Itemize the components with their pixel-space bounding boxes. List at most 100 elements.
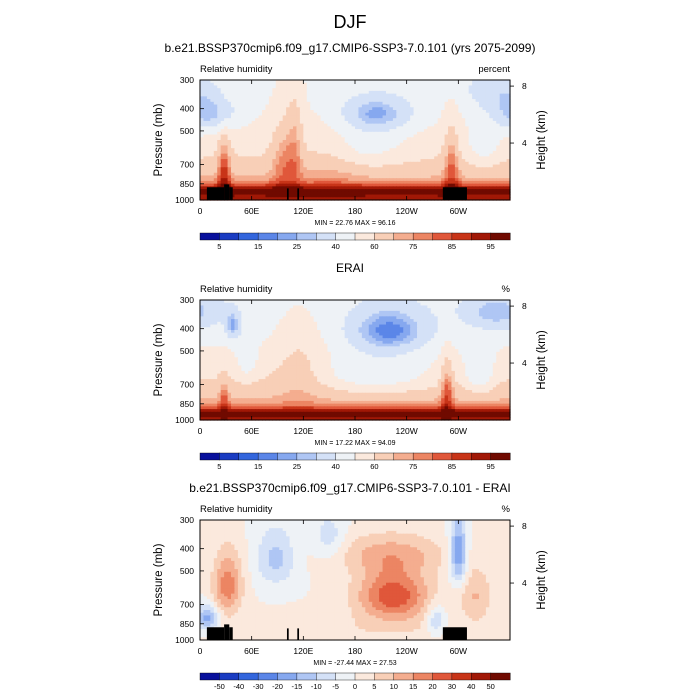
contour-cell [279, 93, 284, 97]
contour-cell [268, 110, 273, 114]
contour-cell [341, 88, 346, 92]
contour-cell [241, 126, 246, 130]
contour-cell [375, 126, 380, 130]
contour-cell [227, 137, 232, 141]
contour-cell [320, 175, 325, 179]
contour-cell [379, 93, 384, 97]
contour-cell [482, 93, 487, 97]
contour-cell [334, 159, 339, 163]
contour-cell [324, 167, 329, 171]
contour-cell [444, 115, 449, 119]
contour-cell [399, 180, 404, 185]
contour-cell [368, 302, 373, 307]
contour-cell [496, 129, 501, 133]
contour-cell [389, 82, 394, 87]
contour-cell [248, 180, 253, 185]
contour-cell [423, 82, 428, 87]
contour-cell [441, 134, 446, 138]
contour-cell [258, 189, 263, 193]
contour-cell [224, 150, 229, 155]
contour-cell [282, 145, 287, 149]
contour-cell [234, 142, 239, 147]
contour-cell [482, 104, 487, 108]
contour-cell [444, 123, 449, 127]
contour-cell [327, 167, 332, 171]
contour-cell [206, 300, 211, 304]
contour-cell [265, 183, 270, 187]
contour-cell [430, 197, 435, 201]
contour-cell [472, 191, 477, 196]
contour-cell [382, 159, 387, 163]
contour-cell [479, 80, 484, 84]
contour-cell [489, 134, 494, 138]
contour-cell [231, 164, 236, 168]
contour-cell [227, 123, 232, 127]
contour-cell [475, 150, 480, 155]
contour-cell [379, 156, 384, 160]
contour-cell [413, 156, 418, 160]
contour-cell [499, 99, 504, 103]
contour-cell [324, 145, 329, 149]
contour-cell [413, 148, 418, 152]
contour-cell [430, 178, 435, 182]
colorbar-swatch [471, 232, 492, 241]
contour-cell [248, 140, 253, 144]
contour-cell [231, 305, 236, 309]
contour-cell [306, 161, 311, 166]
contour-cell [330, 175, 335, 179]
contour-cell [210, 170, 215, 174]
contour-cell [282, 115, 287, 119]
contour-cell [344, 101, 349, 106]
contour-cell [231, 115, 236, 119]
contour-cell [324, 99, 329, 103]
contour-cell [255, 110, 260, 114]
contour-cell [379, 101, 384, 106]
contour-cell [413, 112, 418, 117]
contour-cell [454, 300, 459, 304]
contour-cell [248, 110, 253, 114]
contour-cell [282, 134, 287, 138]
contour-cell [272, 156, 277, 160]
contour-cell [306, 104, 311, 108]
contour-cell [461, 142, 466, 147]
contour-cell [251, 175, 256, 179]
contour-cell [499, 148, 504, 152]
contour-cell [306, 186, 311, 190]
contour-cell [392, 131, 397, 136]
contour-cell [262, 145, 267, 149]
contour-cell [262, 107, 267, 111]
contour-cell [206, 123, 211, 127]
colorbar-swatch [412, 232, 434, 241]
contour-cell [279, 186, 284, 190]
contour-cell [365, 129, 370, 133]
contour-cell [465, 183, 470, 187]
contour-cell [275, 148, 280, 152]
contour-cell [496, 131, 501, 136]
contour-cell [306, 300, 311, 304]
contour-cell [313, 99, 318, 103]
contour-cell [451, 175, 456, 179]
contour-cell [200, 159, 205, 163]
contour-cell [506, 126, 511, 130]
contour-cell [289, 142, 294, 147]
contour-cell [227, 148, 232, 152]
contour-cell [423, 159, 428, 163]
contour-cell [392, 107, 397, 111]
contour-cell [217, 118, 222, 122]
contour-cell [348, 137, 353, 141]
contour-cell [355, 129, 360, 133]
contour-cell [306, 80, 311, 84]
contour-cell [234, 129, 239, 133]
contour-cell [296, 140, 301, 144]
contour-cell [392, 164, 397, 168]
contour-cell [406, 112, 411, 117]
contour-cell [454, 82, 459, 87]
contour-cell [361, 153, 366, 157]
contour-cell [272, 167, 277, 171]
contour-cell [299, 140, 304, 144]
chart-panel-1: b.e21.BSSP370cmip6.f09_g17.CMIP6-SSP3-7.… [153, 41, 548, 251]
contour-cell [237, 85, 242, 89]
contour-cell [365, 140, 370, 144]
contour-cell [234, 107, 239, 111]
contour-cell [430, 302, 435, 307]
